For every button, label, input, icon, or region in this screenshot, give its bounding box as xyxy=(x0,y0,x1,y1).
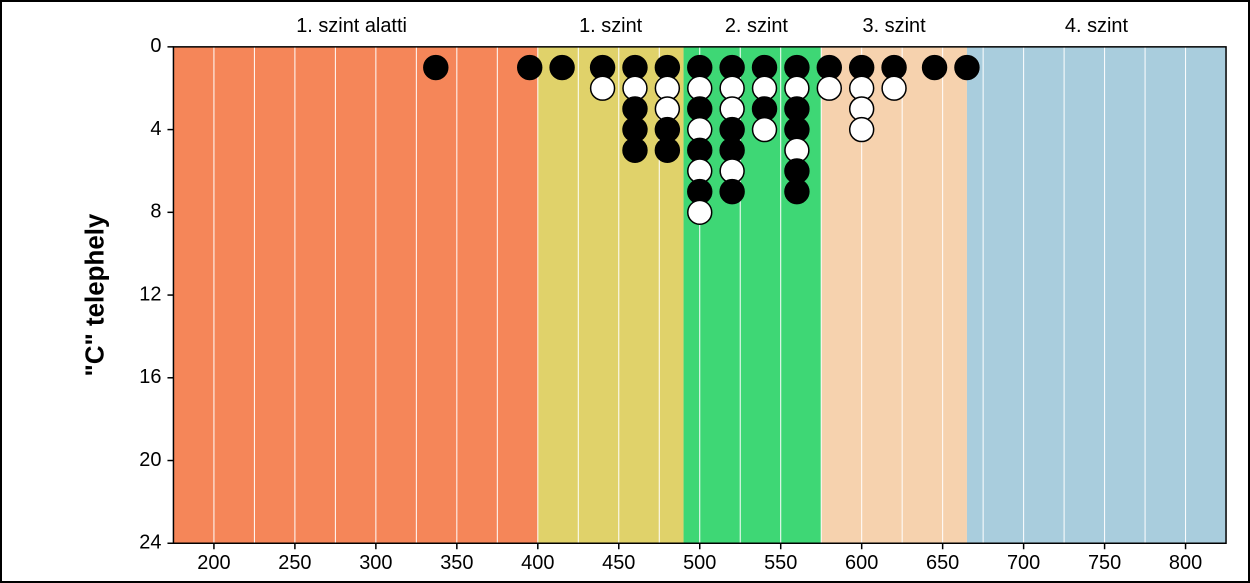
chart-frame: 0 4 8 12 16 20 24 200 250 300 350 400 450 500 550 600 65… xyxy=(0,0,1250,583)
x-tick-label: 750 xyxy=(1088,552,1121,574)
region-label: 3. szint xyxy=(863,15,927,37)
x-tick-label: 250 xyxy=(278,552,311,574)
y-tick-label: 12 xyxy=(139,283,161,305)
x-tick-label: 550 xyxy=(764,552,797,574)
data-dot xyxy=(591,76,615,100)
x-tick-label: 800 xyxy=(1169,552,1202,574)
data-dot xyxy=(550,56,574,80)
y-tick-label: 24 xyxy=(139,532,161,554)
chart-svg: 0 4 8 12 16 20 24 200 250 300 350 400 450 500 550 600 65… xyxy=(2,2,1248,583)
data-dot xyxy=(655,138,679,162)
data-dot xyxy=(923,56,947,80)
data-dot xyxy=(753,118,777,142)
data-dot xyxy=(785,180,809,204)
x-tick-label: 300 xyxy=(359,552,392,574)
region-label: 2. szint xyxy=(725,15,789,37)
data-dot xyxy=(424,56,448,80)
x-tick-label: 450 xyxy=(602,552,635,574)
region-0 xyxy=(173,47,537,543)
x-tick-label: 200 xyxy=(197,552,230,574)
data-dot xyxy=(882,76,906,100)
y-tick-label: 0 xyxy=(150,35,161,57)
data-dot xyxy=(623,138,647,162)
region-label: 1. szint xyxy=(579,15,643,37)
region-3 xyxy=(821,47,967,543)
data-dot xyxy=(688,200,712,224)
x-tick-label: 600 xyxy=(845,552,878,574)
data-dot xyxy=(518,56,542,80)
data-dot xyxy=(850,118,874,142)
x-tick-label: 650 xyxy=(926,552,959,574)
data-dot xyxy=(817,76,841,100)
x-tick-label: 700 xyxy=(1007,552,1040,574)
y-tick-label: 8 xyxy=(150,201,161,223)
x-tick-label: 500 xyxy=(683,552,716,574)
y-axis-label: "C" telephely xyxy=(82,213,110,376)
region-label: 4. szint xyxy=(1065,15,1129,37)
region-label: 1. szint alatti xyxy=(296,15,407,37)
data-dot xyxy=(955,56,979,80)
y-tick-label: 4 xyxy=(150,118,161,140)
x-tick-label: 350 xyxy=(440,552,473,574)
data-dot xyxy=(720,180,744,204)
region-4 xyxy=(967,47,1226,543)
y-tick-label: 16 xyxy=(139,366,161,388)
y-tick-label: 20 xyxy=(139,449,161,471)
x-tick-label: 400 xyxy=(521,552,554,574)
